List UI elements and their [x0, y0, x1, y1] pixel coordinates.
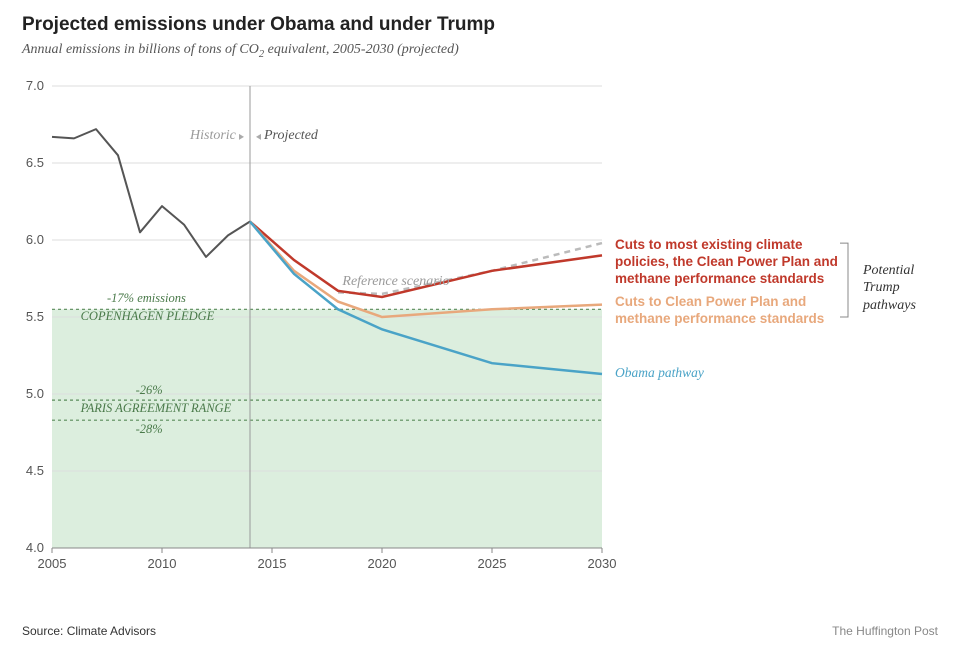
- svg-text:2025: 2025: [478, 556, 507, 571]
- svg-text:2030: 2030: [588, 556, 617, 571]
- chart-subtitle: Annual emissions in billions of tons of …: [0, 36, 960, 60]
- trump-cpp-methane-label: Cuts to Clean Power Plan and methane per…: [615, 294, 845, 328]
- svg-text:4.5: 4.5: [26, 463, 44, 478]
- trump-full-cuts-label: Cuts to most existing climate policies, …: [615, 237, 845, 288]
- svg-text:2015: 2015: [258, 556, 287, 571]
- svg-text:6.5: 6.5: [26, 155, 44, 170]
- svg-text:2005: 2005: [38, 556, 67, 571]
- svg-text:4.0: 4.0: [26, 540, 44, 555]
- chart-plot-area: 4.04.55.05.56.06.57.02005201020152020202…: [22, 82, 602, 572]
- credit-text: The Huffington Post: [832, 624, 938, 638]
- source-text: Source: Climate Advisors: [22, 624, 156, 638]
- svg-text:7.0: 7.0: [26, 78, 44, 93]
- chart-title: Projected emissions under Obama and unde…: [0, 0, 960, 36]
- svg-text:6.0: 6.0: [26, 232, 44, 247]
- svg-text:2010: 2010: [148, 556, 177, 571]
- line-chart-svg: 4.04.55.05.56.06.57.02005201020152020202…: [22, 82, 602, 572]
- trump-pathways-bracket-label: Potential Trump pathways: [863, 262, 943, 315]
- chart-footer: Source: Climate Advisors The Huffington …: [22, 624, 938, 638]
- svg-text:2020: 2020: [368, 556, 397, 571]
- svg-text:5.5: 5.5: [26, 309, 44, 324]
- svg-text:5.0: 5.0: [26, 386, 44, 401]
- obama-pathway-label: Obama pathway: [615, 365, 704, 382]
